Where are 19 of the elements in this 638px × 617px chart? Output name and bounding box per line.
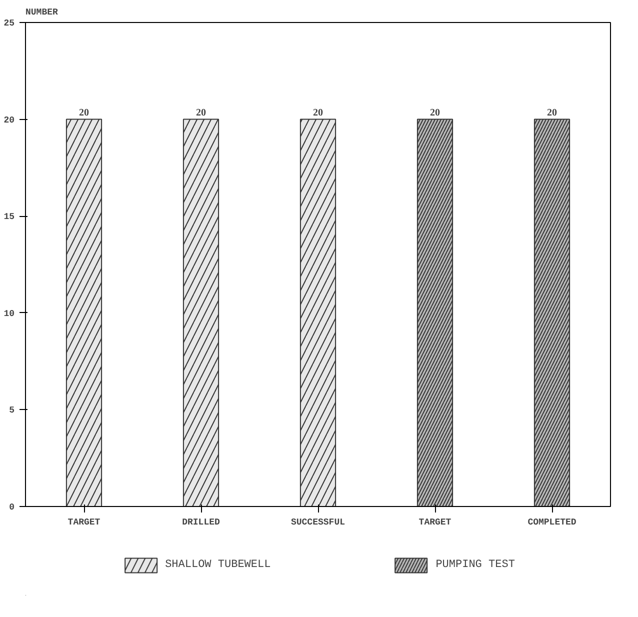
y-axis-title: NUMBER [26,8,59,18]
y-tick-label: 0 [9,502,15,512]
data-label: 20 [196,107,206,118]
y-tick-label: 20 [4,115,15,126]
x-tick-label: DRILLED [182,518,220,528]
x-tick-label: TARGET [418,518,452,528]
y-tick-label: 15 [4,212,15,222]
data-label: 20 [547,107,557,118]
x-tick-label: TARGET [68,518,101,528]
y-tick-label: 25 [4,18,15,28]
data-label: 20 [79,107,89,118]
y-tick-label: 5 [9,406,15,416]
data-label: 20 [430,107,440,118]
legend-label: PUMPING TEST [436,559,515,571]
legend-label: SHALLOW TUBEWELL [165,559,271,571]
x-tick-label: SUCCESSFUL [290,518,346,528]
data-label: 20 [313,107,323,118]
y-tick-label: 10 [4,308,15,319]
x-tick-label: COMPLETED [528,518,577,528]
